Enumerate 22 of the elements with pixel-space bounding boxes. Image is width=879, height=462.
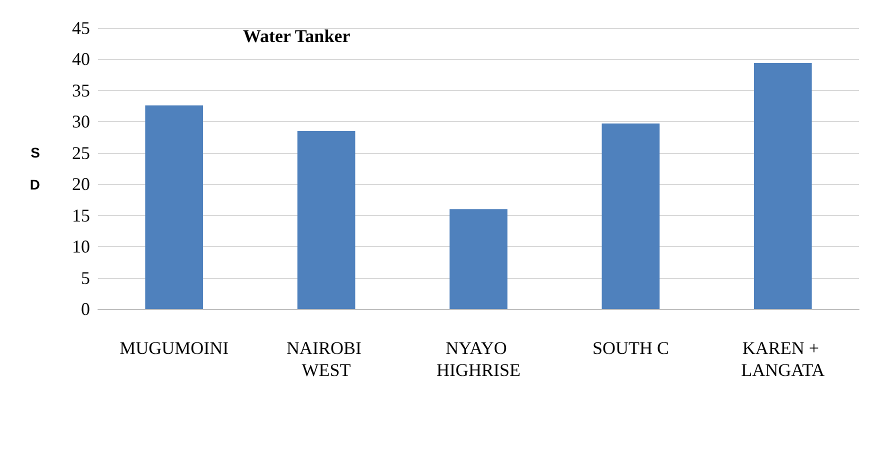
y-tick-label: 5 xyxy=(81,268,90,288)
y-tick-label: 40 xyxy=(72,49,90,70)
y-tick-label: 20 xyxy=(72,174,90,194)
bar xyxy=(602,124,660,309)
y-tick-label: 15 xyxy=(72,205,90,226)
x-tick-label: MUGUMOINI xyxy=(120,338,229,358)
y-axis-title: SD xyxy=(30,144,40,192)
y-tick-label: 35 xyxy=(72,80,90,100)
y-tick-label: 25 xyxy=(72,142,90,163)
y-tick-label: 10 xyxy=(72,236,90,257)
y-tick-label: 45 xyxy=(72,18,90,38)
y-tick-label: 30 xyxy=(72,112,90,132)
chart-title: Water Tanker xyxy=(243,26,350,46)
x-tick-label: SOUTH C xyxy=(592,338,669,358)
x-tick-label: NAIROBI WEST xyxy=(286,338,366,380)
x-tick-label: KAREN + LANGATA xyxy=(741,338,825,380)
bar xyxy=(450,209,508,309)
x-tick-label: NYAYO HIGHRISE xyxy=(436,338,520,380)
bar xyxy=(145,105,204,309)
y-tick-label: 0 xyxy=(81,299,90,319)
bar xyxy=(754,62,812,309)
bar xyxy=(297,131,356,309)
